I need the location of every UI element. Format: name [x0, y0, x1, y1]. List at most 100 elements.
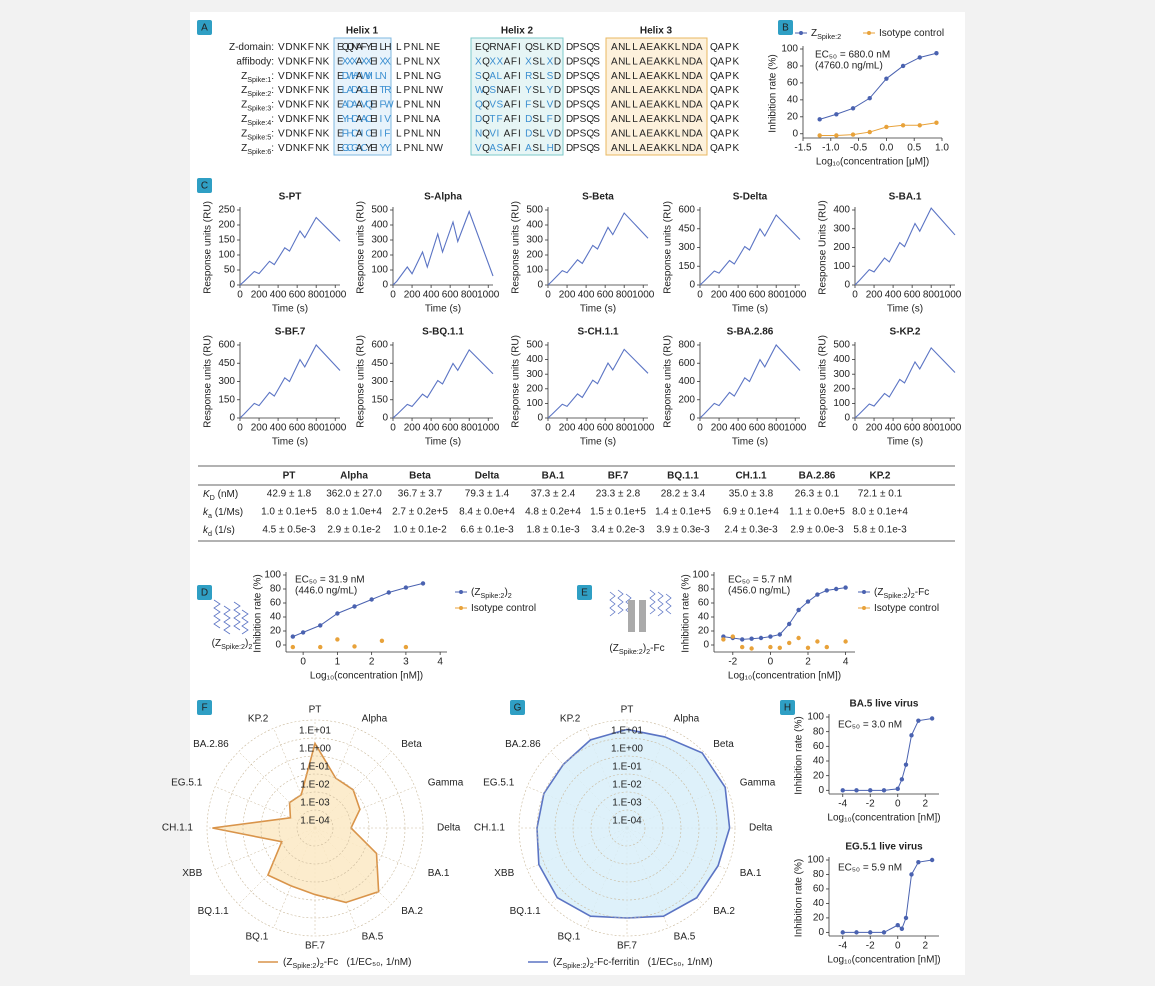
legend-entry: (ZSpike:2)2-Fc (1/EC₅₀, 1/nM) [283, 957, 411, 971]
residue: K [300, 85, 307, 96]
residue: C [346, 142, 353, 153]
annotation: EC₅₀ = 5.9 nM [838, 863, 902, 874]
residue: I [375, 114, 378, 125]
residue: P [404, 99, 411, 110]
data-point [868, 930, 873, 935]
sequence: ELADAGLEI TR [337, 85, 392, 96]
residue: A [718, 99, 725, 110]
table-header: BQ.1.1 [667, 471, 699, 482]
category-label: BA.2 [401, 906, 423, 917]
y-tick-label: 400 [526, 220, 543, 231]
residue: X [497, 56, 504, 67]
residue: Q [365, 99, 373, 110]
residue: A [696, 142, 703, 153]
residue: S [593, 70, 600, 81]
y-tick-label: 100 [807, 855, 824, 866]
legend-entry: (ZSpike:2)2 [471, 587, 512, 601]
residue: K [661, 70, 668, 81]
residue: D [689, 70, 696, 81]
residue: D [346, 99, 353, 110]
x-tick-label: 0 [697, 290, 703, 301]
legend-entry-part: Spike:2 [480, 591, 504, 600]
annotation: EC₅₀ = 3.0 nM [838, 720, 902, 731]
residue: N [411, 42, 418, 53]
residue: S [489, 85, 496, 96]
table-cell: 362.0 ± 27.0 [326, 489, 382, 500]
sequence: L PNL NN [396, 99, 441, 110]
residue: L [675, 85, 681, 96]
residue: Q [586, 70, 594, 81]
residue: K [668, 99, 675, 110]
x-tick-label: 200 [559, 290, 576, 301]
legend-entry-part: Spike:2 [292, 961, 316, 970]
residue: K [300, 56, 307, 67]
x-tick-label: 0 [390, 423, 396, 434]
residue: V [278, 128, 285, 139]
residue: D [566, 99, 573, 110]
table-row-label-part: D [210, 493, 215, 502]
y-tick-label: 0 [537, 413, 543, 424]
helix-title: Helix 1 [346, 26, 379, 37]
x-tick-label: 1.0 [935, 143, 949, 154]
row-name-part: : [271, 70, 274, 81]
table-cell: 1.4 ± 0.1e+5 [655, 507, 711, 518]
sequence: VDNKFNK [278, 142, 330, 153]
row-name-part: Z [241, 114, 247, 125]
residue: L [625, 142, 631, 153]
data-point [815, 639, 820, 644]
residue: L [396, 42, 402, 53]
data-point [352, 644, 357, 649]
sequence: VDNKFNK [278, 85, 330, 96]
row-name-part: Spike:3 [247, 104, 271, 113]
x-tick-label: 600 [442, 290, 459, 301]
residue: A [611, 99, 618, 110]
x-tick-label: 600 [904, 423, 921, 434]
sequence: L PNL NA [396, 114, 441, 125]
y-axis-label: Response units (RU) [511, 201, 522, 294]
y-tick-label: 0 [818, 927, 824, 938]
residue: D [689, 142, 696, 153]
residue: I [518, 56, 521, 67]
residue: E [337, 142, 344, 153]
residue: I [518, 114, 521, 125]
residue: N [497, 85, 504, 96]
residue: E [370, 99, 377, 110]
row-name: ZSpike:3: [241, 99, 274, 113]
residue: Q [586, 114, 594, 125]
annotation: EC₅₀ = 31.9 nM [295, 575, 365, 586]
x-tick-label: 200 [711, 423, 728, 434]
residue: L [380, 42, 386, 53]
residue: I [518, 70, 521, 81]
x-tick-label: 0 [852, 290, 858, 301]
y-tick-label: 300 [371, 376, 388, 387]
x-tick-label: 200 [866, 423, 883, 434]
residue: N [618, 56, 625, 67]
residue: E [370, 56, 377, 67]
residue: C [351, 114, 358, 125]
residue: A [356, 85, 363, 96]
residue: S [593, 85, 600, 96]
residue: F [308, 114, 314, 125]
data-point [934, 120, 939, 125]
y-tick-label: 20 [813, 913, 825, 924]
x-tick-label: 400 [423, 290, 440, 301]
residue: S [532, 114, 539, 125]
x-axis-label: Time (s) [580, 437, 616, 448]
sequence: L PNL NN [396, 128, 441, 139]
residue: T [489, 114, 495, 125]
sequence: L PNL NE [396, 42, 441, 53]
residue: A [504, 128, 511, 139]
data-line [239, 344, 341, 419]
residue: V [475, 142, 482, 153]
data-line [842, 859, 933, 933]
residue: K [733, 128, 740, 139]
icon-label-part: Spike:2 [221, 642, 245, 651]
panel-label: F [201, 703, 207, 714]
y-tick-label: 0 [689, 413, 695, 424]
y-tick-label: 20 [270, 626, 282, 637]
residue: A [718, 42, 725, 53]
residue: K [661, 128, 668, 139]
y-tick-label: 40 [270, 612, 282, 623]
y-axis-label: Response units (RU) [818, 335, 829, 428]
category-label: BQ.1 [558, 932, 581, 943]
